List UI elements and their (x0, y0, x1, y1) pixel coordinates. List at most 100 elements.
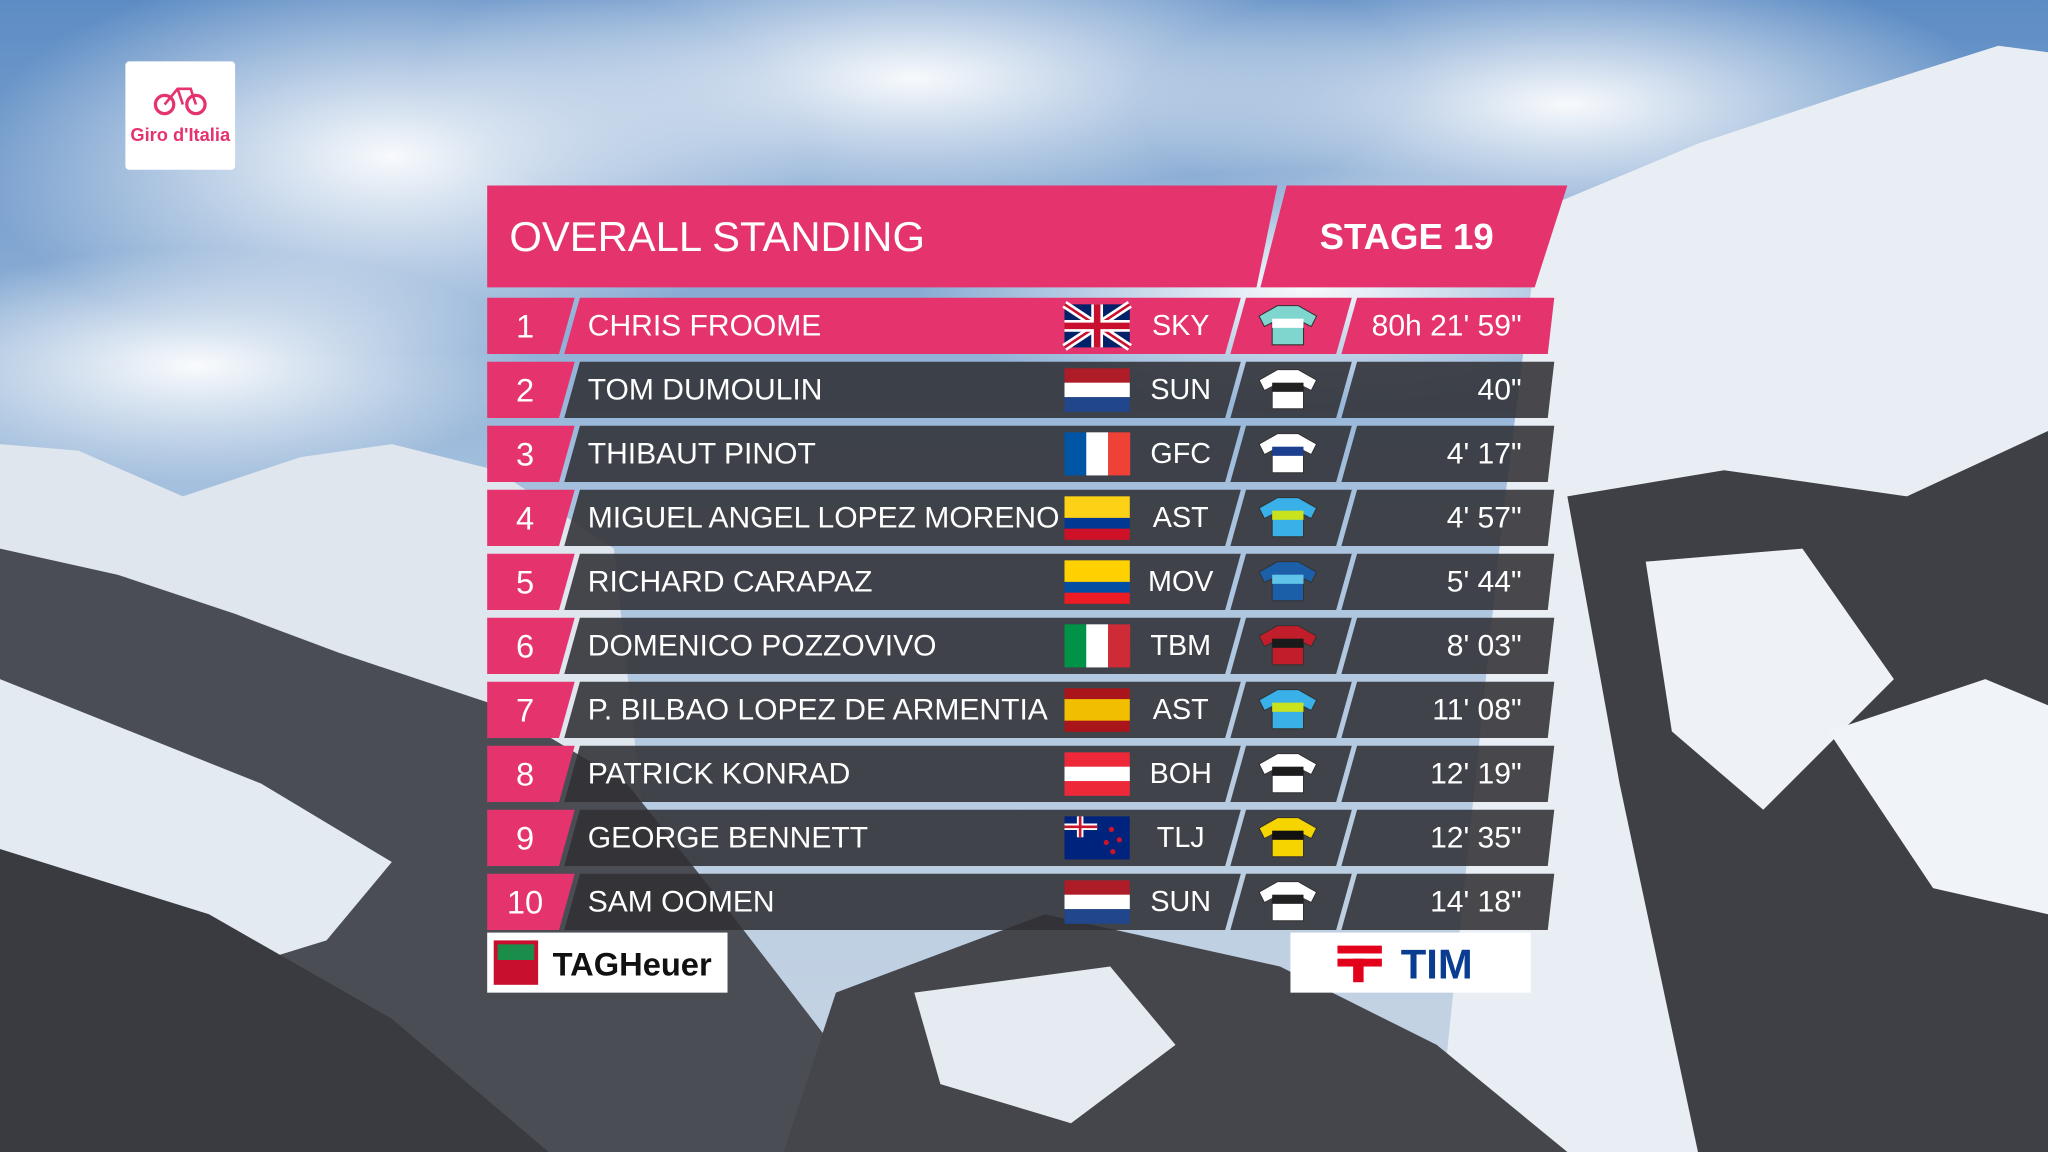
stage-label: STAGE 19 (1320, 216, 1494, 257)
rank: 8 (516, 755, 534, 792)
rider-name: MIGUEL ANGEL LOPEZ MORENO (588, 501, 1060, 534)
rider-name: DOMENICO POZZOVIVO (588, 629, 937, 662)
flag-cross (1064, 304, 1130, 348)
gap-time: 12' 19" (1430, 757, 1522, 790)
time-cell (1341, 361, 1555, 418)
jersey-band (1272, 318, 1304, 328)
rank-cell (487, 361, 575, 418)
rank-cell (487, 553, 575, 610)
flag-stripe (1064, 720, 1130, 732)
standing-row: 6 DOMENICO POZZOVIVO TBM 8' 03" (487, 617, 1555, 674)
flag-stripe (1064, 752, 1130, 768)
gap-time: 4' 17" (1447, 437, 1522, 470)
standing-row: 8 PATRICK KONRAD BOH 12' 19" (487, 745, 1555, 802)
rank: 10 (507, 883, 543, 920)
sponsor-icon-band (497, 944, 535, 960)
flag-stripe (1064, 781, 1130, 796)
rank: 4 (516, 499, 534, 536)
flag-stripe (1064, 368, 1130, 384)
rank-cell (487, 809, 575, 866)
jersey-band (1272, 382, 1304, 392)
flag-stripe (1086, 432, 1109, 476)
rank-cell (487, 745, 575, 802)
time-cell (1341, 809, 1555, 866)
header-bar (487, 185, 1278, 288)
time-cell (1341, 745, 1555, 802)
standing-row: 5 RICHARD CARAPAZ MOV 5' 44" (487, 553, 1555, 610)
standing-row: 4 MIGUEL ANGEL LOPEZ MORENO AST 4' 57" (487, 489, 1555, 546)
rank: 1 (516, 307, 534, 344)
flag-stripe (1108, 432, 1131, 476)
flag-stripe (1064, 571, 1130, 583)
flag (1064, 624, 1131, 668)
rider-name: PATRICK KONRAD (588, 757, 851, 790)
rank-cell (487, 297, 575, 354)
rank: 3 (516, 435, 534, 472)
flag-stripe (1064, 688, 1130, 700)
flag-stripe (1064, 766, 1130, 782)
flag-stripe (1064, 517, 1130, 530)
sponsor-box (1290, 932, 1531, 993)
team-code: GFC (1150, 438, 1211, 470)
logo-box (125, 61, 236, 170)
standing-row: 9 GEORGE BENNETT TLJ 12' 35" (487, 809, 1555, 866)
time-cell (1341, 873, 1555, 930)
jersey-band (1272, 574, 1304, 584)
flag-stripe (1064, 909, 1130, 924)
team-code: BOH (1150, 758, 1212, 790)
flag-stripe (1064, 496, 1130, 508)
team-code: TBM (1150, 630, 1211, 662)
standing-row: 10 SAM OOMEN SUN 14' 18" (487, 873, 1555, 930)
flag-stripe (1064, 880, 1130, 896)
team-code: TLJ (1157, 822, 1205, 854)
jersey-band (1272, 510, 1304, 520)
jersey-band (1272, 446, 1304, 456)
flag-stripe (1064, 560, 1130, 572)
flag-star (1110, 848, 1116, 855)
jersey-band (1272, 894, 1304, 904)
rider-name: THIBAUT PINOT (588, 437, 816, 470)
gap-time: 40" (1478, 373, 1522, 406)
flag-star (1108, 826, 1115, 832)
gap-time: 8' 03" (1447, 629, 1522, 662)
sponsor-icon (1337, 945, 1382, 954)
flag-stripe (1064, 432, 1087, 476)
flag-cross (1064, 816, 1098, 838)
gap-time: 5' 44" (1447, 565, 1522, 598)
flag-stripe (1064, 624, 1087, 668)
standings-panel: OVERALL STANDING STAGE 19 1 CHRIS FROOME S… (487, 185, 1568, 930)
rider-name: GEORGE BENNETT (588, 821, 868, 854)
flag-stripe (1064, 699, 1130, 711)
logo-wheel (185, 93, 207, 116)
rank-cell (487, 873, 575, 930)
team-code: SKY (1152, 310, 1209, 342)
rank: 7 (516, 691, 534, 728)
header-title: OVERALL STANDING (509, 213, 925, 260)
rider-name: P. BILBAO LOPEZ DE ARMENTIA (588, 693, 1048, 726)
logo-wheel (153, 93, 176, 116)
flag-star (1103, 839, 1109, 846)
flag-stripe (1064, 382, 1130, 398)
sponsor-icon (1353, 958, 1364, 983)
time-cell (1341, 681, 1555, 738)
standing-row: 1 CHRIS FROOME SKY 80h 21' 59" (487, 297, 1555, 354)
time-cell (1341, 297, 1555, 354)
flag (1064, 432, 1131, 476)
rider-name: RICHARD CARAPAZ (588, 565, 873, 598)
rank-cell (487, 489, 575, 546)
gap-time: 80h 21' 59" (1372, 309, 1522, 342)
flag (1064, 752, 1130, 796)
rank: 9 (516, 819, 534, 856)
team-code: SUN (1150, 886, 1211, 918)
flag (1064, 880, 1130, 924)
jersey-band (1272, 830, 1304, 840)
flag-stripe (1064, 528, 1130, 540)
flag (1064, 816, 1130, 860)
jersey-band (1272, 766, 1304, 776)
jersey-band (1272, 638, 1304, 648)
time-cell (1341, 553, 1555, 610)
stage-bar (1260, 185, 1568, 288)
flag (1064, 368, 1130, 412)
time-cell (1341, 425, 1555, 482)
